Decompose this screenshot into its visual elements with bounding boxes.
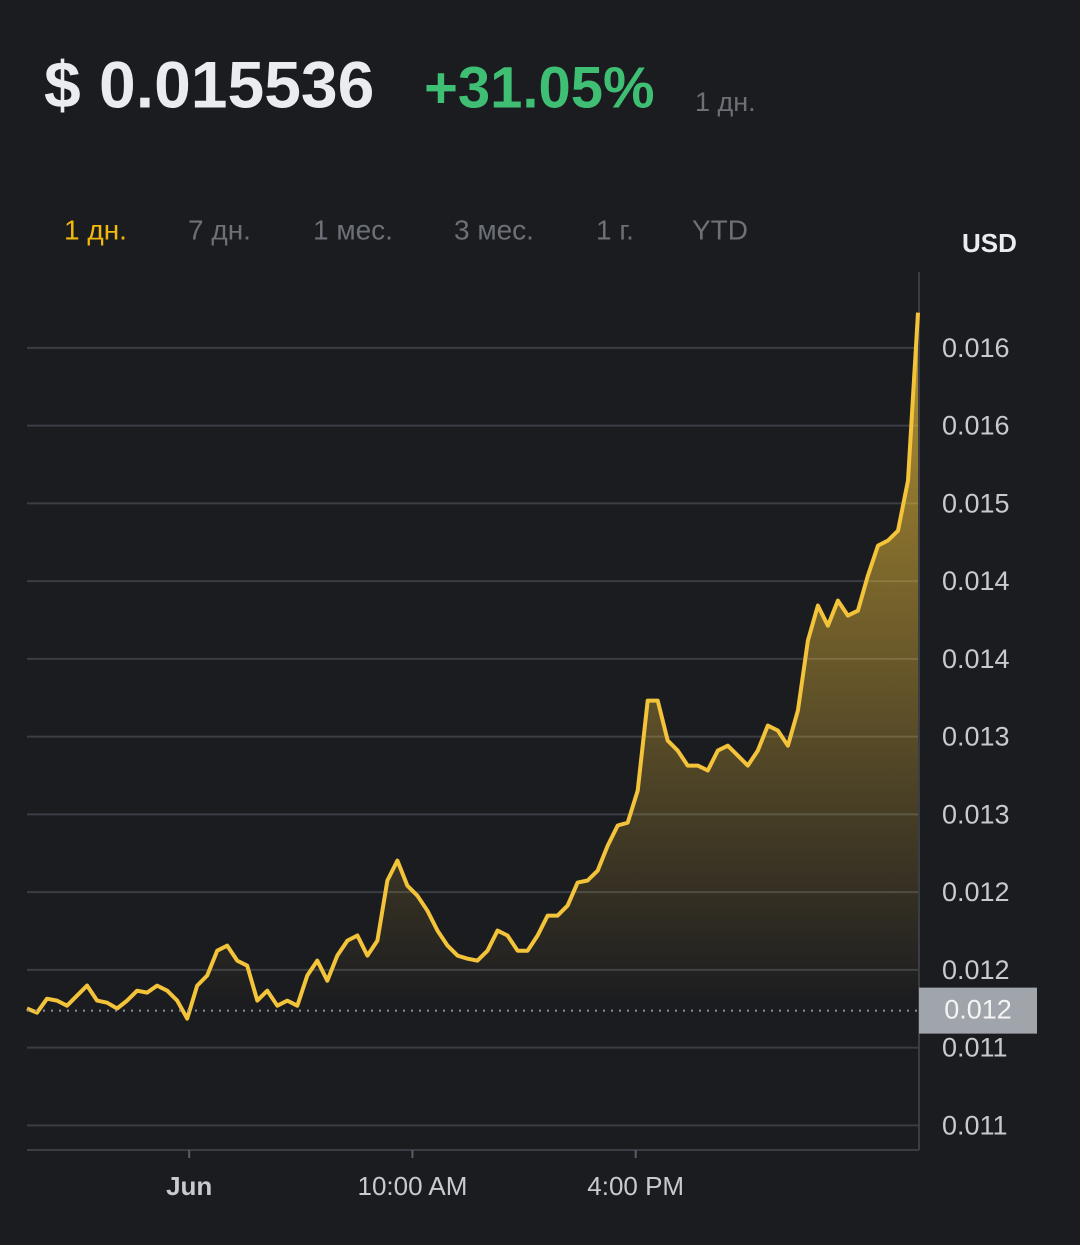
x-tick-label: 4:00 PM (587, 1171, 684, 1201)
tab[interactable]: 7 дн. (188, 214, 251, 245)
y-tick-label: 0.016 (942, 333, 1010, 363)
period: 1 дн. (695, 87, 756, 117)
reference-box (919, 987, 1037, 1034)
y-tick-label: 0.015 (942, 488, 1010, 518)
price-line (26, 312, 920, 1021)
y-tick-label: 0.011 (942, 1110, 1008, 1140)
x-tick-label: Jun (166, 1171, 212, 1201)
tab[interactable]: YTD (692, 214, 748, 245)
y-tick-label: 0.012 (942, 955, 1010, 985)
y-tick-label: 0.013 (942, 722, 1010, 752)
y-tick-label: 0.014 (942, 566, 1010, 596)
tab[interactable]: 3 мес. (454, 214, 534, 245)
price: $ 0.015536 (44, 47, 374, 121)
tabs: 1 дн. 7 дн. 1 мес. 3 мес. 1 г. YTD (64, 214, 748, 245)
x-tick-label: 10:00 AM (358, 1171, 468, 1201)
change: +31.05% (424, 55, 655, 120)
currency: USD (962, 228, 1017, 258)
y-tick-label: 0.013 (942, 799, 1010, 829)
y-tick-label: 0.011 (942, 1033, 1008, 1063)
tab[interactable]: 1 г. (596, 214, 634, 245)
y-tick-label: 0.012 (942, 877, 1010, 907)
reference-label: 0.012 (944, 995, 1012, 1025)
y-tick-label: 0.014 (942, 644, 1010, 674)
y-tick-label: 0.016 (942, 411, 1010, 441)
plot: 0.016 0.016 0.015 0.014 0.014 0.013 0.013 0.012… (26, 272, 1037, 1201)
tab[interactable]: 1 мес. (313, 214, 393, 245)
area (27, 312, 918, 1151)
tab[interactable]: 1 дн. (64, 214, 127, 245)
